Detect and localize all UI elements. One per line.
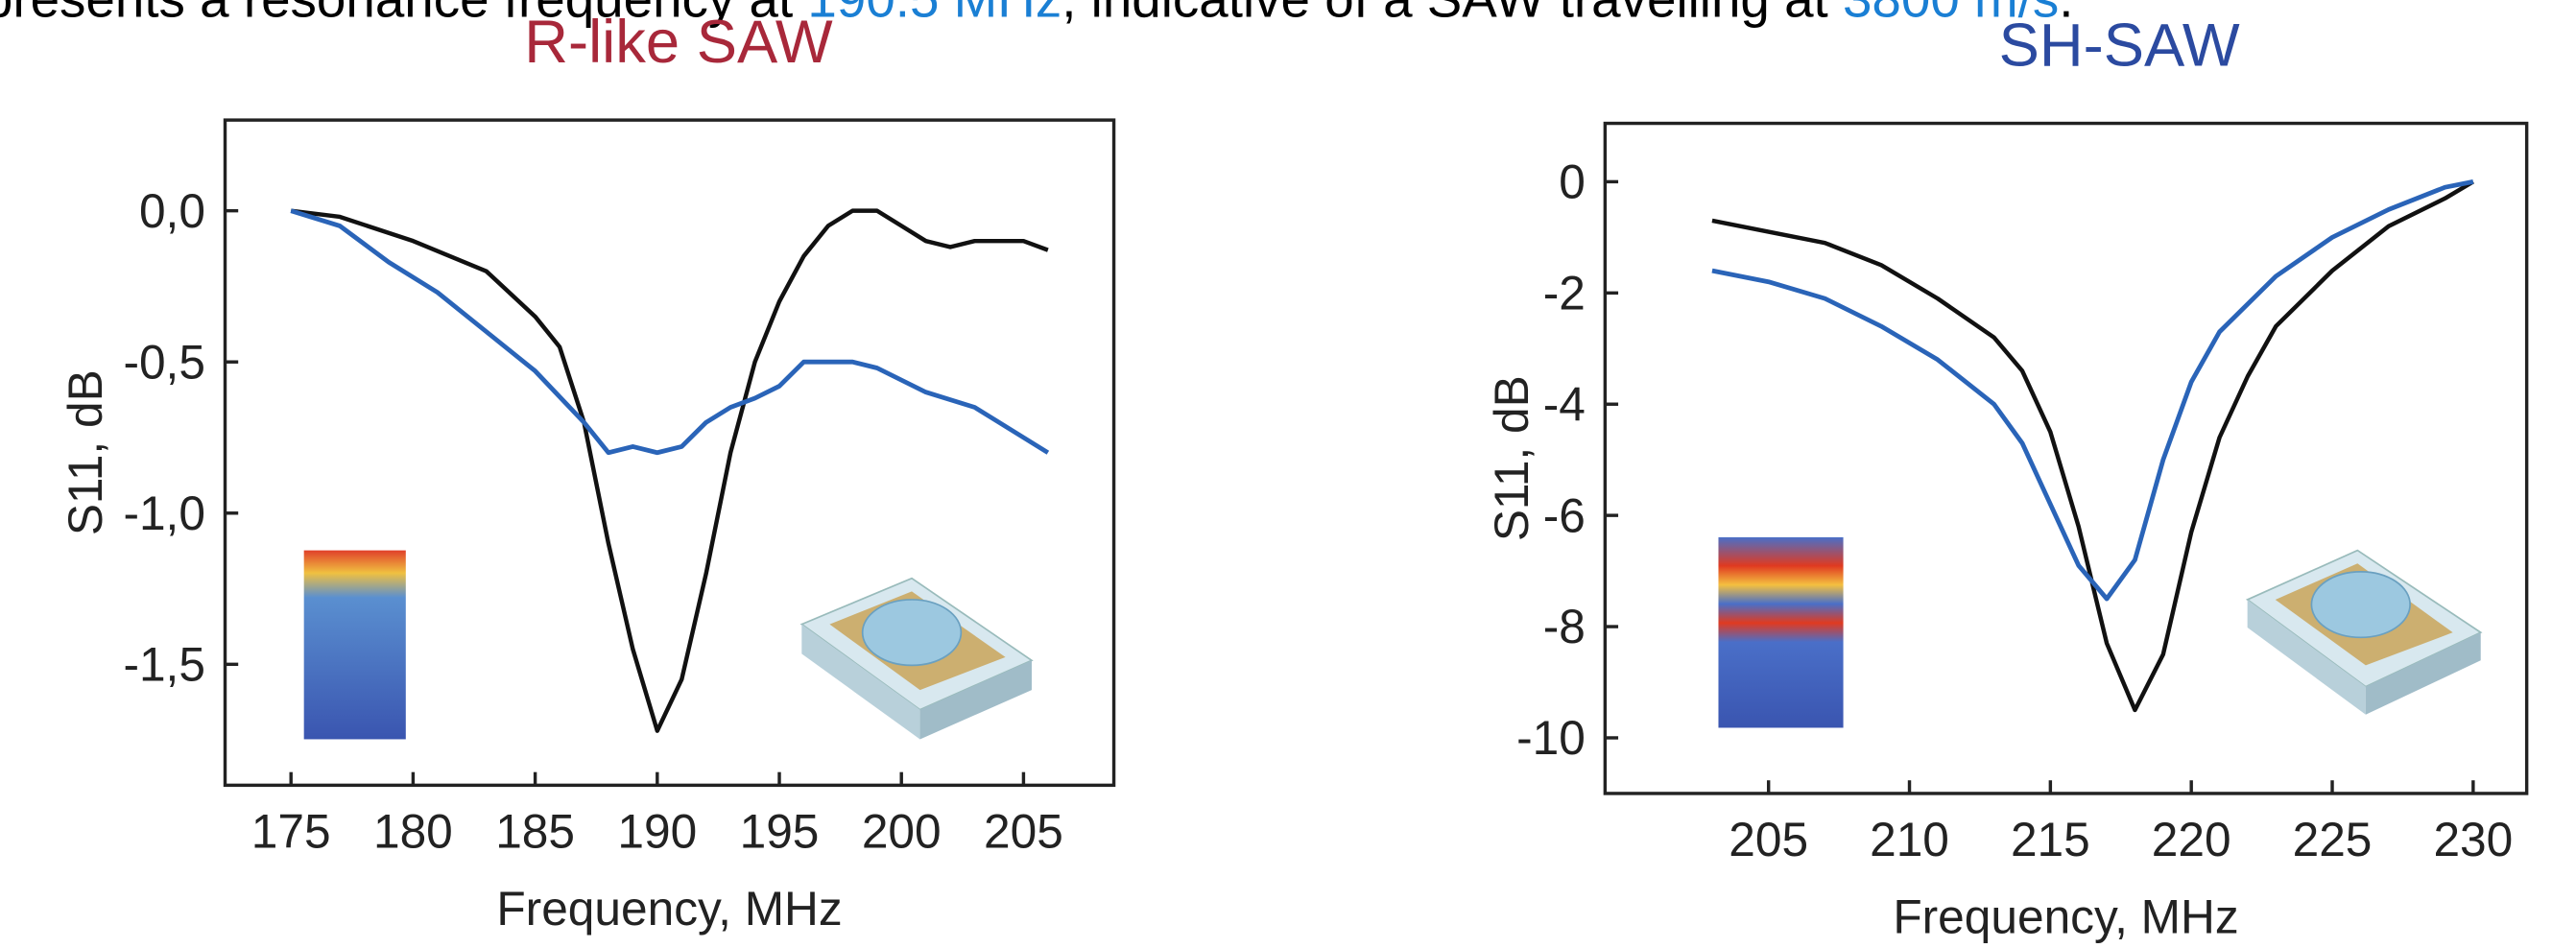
caption-part: presents a resonance frequency at <box>0 0 807 28</box>
y-tick-label: -8 <box>1543 600 1586 653</box>
x-axis-label: Frequency, MHz <box>496 882 842 936</box>
chart-title: R-like SAW <box>524 9 833 76</box>
y-tick-label: -1,0 <box>123 486 205 540</box>
x-tick-label: 175 <box>251 804 331 858</box>
x-tick-label: 185 <box>495 804 575 858</box>
inset-cross-section <box>1718 536 1844 728</box>
x-tick-label: 205 <box>984 804 1063 858</box>
plot-frame <box>1603 121 2529 795</box>
caption-part: , indicative of a SAW travelling at <box>1061 0 1843 28</box>
inset-device <box>799 577 1034 740</box>
y-tick-label: -10 <box>1516 711 1586 765</box>
y-axis-label: S11, dB <box>1485 375 1538 541</box>
series-line <box>290 208 1050 456</box>
series-line <box>1711 179 2474 713</box>
x-tick-label: 200 <box>862 804 942 858</box>
x-tick-label: 220 <box>2152 813 2231 866</box>
chart-title: SH-SAW <box>1999 12 2240 80</box>
x-tick-label: 180 <box>373 804 453 858</box>
x-tick-label: 205 <box>1729 813 1808 866</box>
x-tick-label: 195 <box>740 804 820 858</box>
caption-part: 3800 m/s <box>1843 0 2059 28</box>
y-tick-label: 0 <box>1559 155 1586 209</box>
y-tick-label: -6 <box>1543 488 1586 542</box>
inset-device <box>2245 549 2483 715</box>
x-tick-label: 230 <box>2433 813 2513 866</box>
x-tick-label: 215 <box>2011 813 2090 866</box>
y-tick-label: 0,0 <box>139 184 205 238</box>
x-tick-label: 210 <box>1870 813 1949 866</box>
x-tick-label: 190 <box>617 804 697 858</box>
series-line <box>290 208 1049 733</box>
y-axis-label: S11, dB <box>59 369 112 535</box>
x-axis-label: Frequency, MHz <box>1893 889 2238 943</box>
plot-frame <box>223 118 1116 788</box>
y-tick-label: -2 <box>1543 266 1586 320</box>
x-tick-label: 225 <box>2293 813 2373 866</box>
y-tick-label: -0,5 <box>123 335 205 389</box>
caption-part: . <box>2059 0 2073 28</box>
caption: presents a resonance frequency at 190.5 … <box>0 0 2073 28</box>
caption-part: 190.5 MHz <box>807 0 1061 28</box>
y-tick-label: -4 <box>1543 377 1586 431</box>
inset-cross-section <box>303 550 406 740</box>
series-line <box>1711 179 2474 602</box>
y-tick-label: -1,5 <box>123 637 205 691</box>
